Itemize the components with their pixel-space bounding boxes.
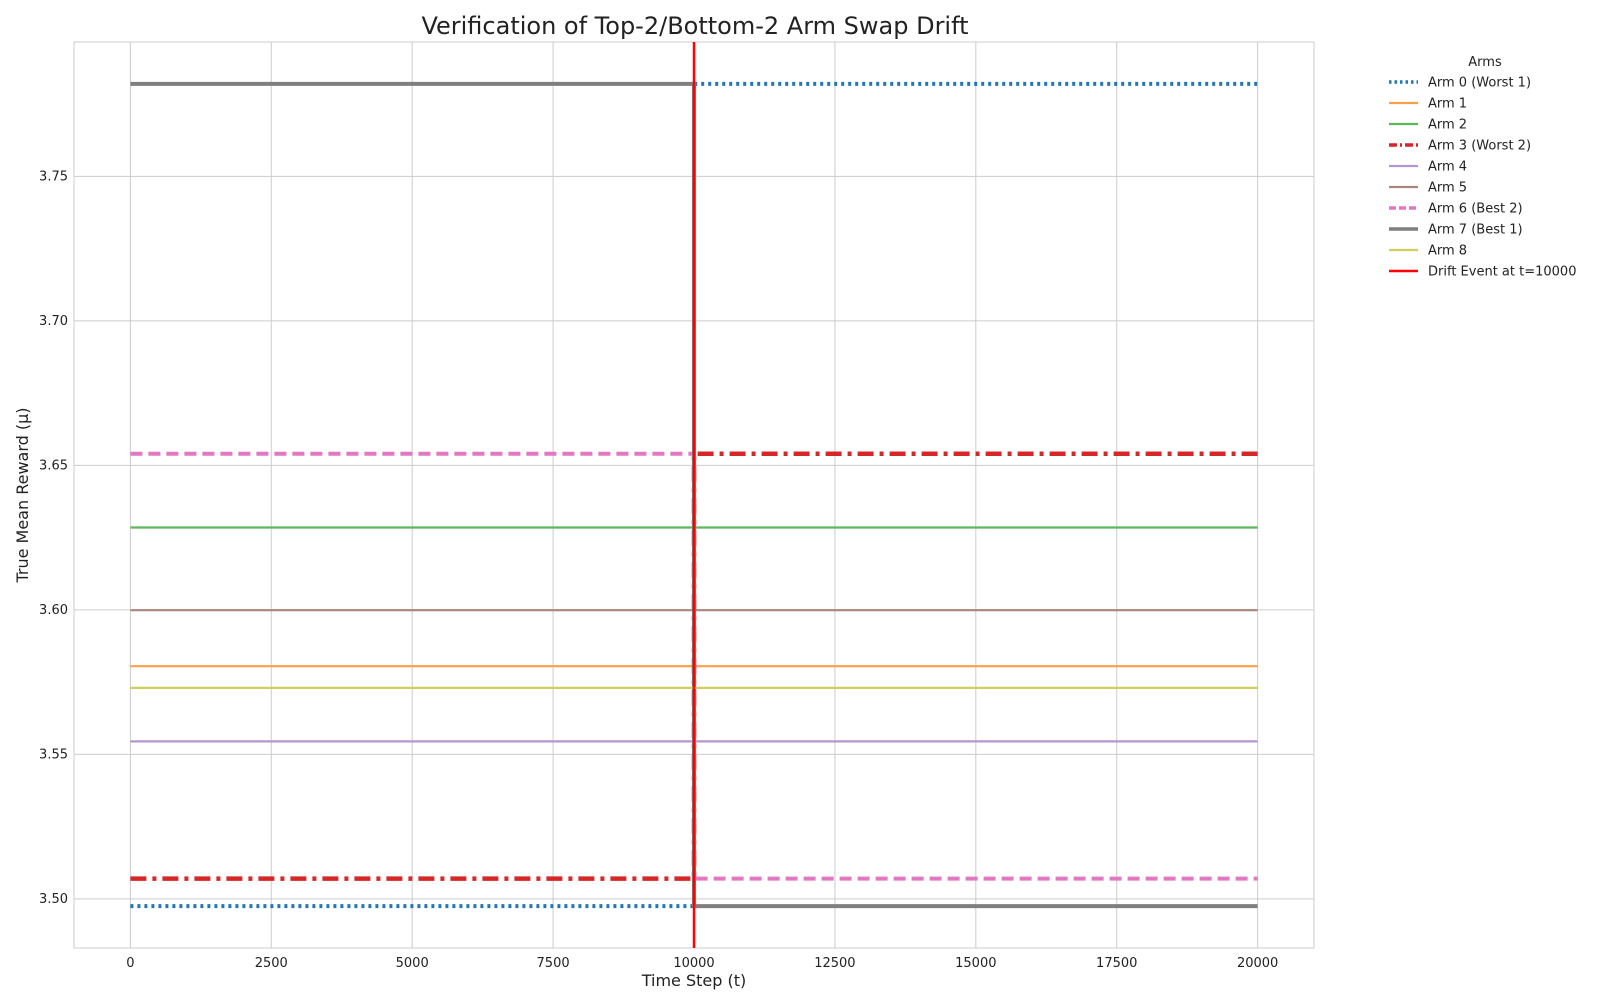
x-tick-label: 0 bbox=[126, 956, 134, 971]
y-tick-label: 3.75 bbox=[39, 169, 68, 184]
y-axis-label: True Mean Reward (μ) bbox=[13, 407, 32, 583]
x-tick-label: 17500 bbox=[1096, 956, 1137, 971]
legend-label: Drift Event at t=10000 bbox=[1428, 265, 1576, 280]
x-tick-label: 5000 bbox=[396, 956, 429, 971]
legend-label: Arm 4 bbox=[1428, 160, 1467, 175]
legend-label: Arm 6 (Best 2) bbox=[1428, 202, 1523, 217]
legend-label: Arm 7 (Best 1) bbox=[1428, 223, 1523, 238]
y-tick-label: 3.70 bbox=[39, 314, 68, 329]
legend: Arms Arm 0 (Worst 1) Arm 1 Arm 2 Arm 3 (Wor… bbox=[1389, 55, 1576, 280]
legend-label: Arm 2 bbox=[1428, 118, 1467, 133]
legend-label: Arm 3 (Worst 2) bbox=[1428, 139, 1531, 154]
x-tick-label: 10000 bbox=[673, 956, 714, 971]
y-tick-label: 3.55 bbox=[39, 747, 68, 762]
x-tick-label: 20000 bbox=[1237, 956, 1278, 971]
legend-label: Arm 5 bbox=[1428, 181, 1467, 196]
legend-label: Arm 1 bbox=[1428, 97, 1467, 112]
y-tick-label: 3.65 bbox=[39, 458, 68, 473]
chart-title: Verification of Top-2/Bottom-2 Arm Swap … bbox=[421, 12, 968, 40]
x-tick-label: 15000 bbox=[955, 956, 996, 971]
x-axis-label: Time Step (t) bbox=[641, 971, 747, 990]
x-axis-ticks: 0 2500 5000 7500 10000 12500 15000 17500 20000 bbox=[126, 956, 1278, 971]
legend-title: Arms bbox=[1468, 55, 1502, 70]
x-tick-label: 7500 bbox=[537, 956, 570, 971]
x-tick-label: 12500 bbox=[814, 956, 855, 971]
y-axis-ticks: 3.50 3.55 3.60 3.65 3.70 3.75 bbox=[39, 169, 68, 906]
y-tick-label: 3.60 bbox=[39, 603, 68, 618]
legend-label: Arm 8 bbox=[1428, 244, 1467, 259]
x-tick-label: 2500 bbox=[255, 956, 288, 971]
legend-label: Arm 0 (Worst 1) bbox=[1428, 76, 1531, 91]
y-tick-label: 3.50 bbox=[39, 892, 68, 907]
